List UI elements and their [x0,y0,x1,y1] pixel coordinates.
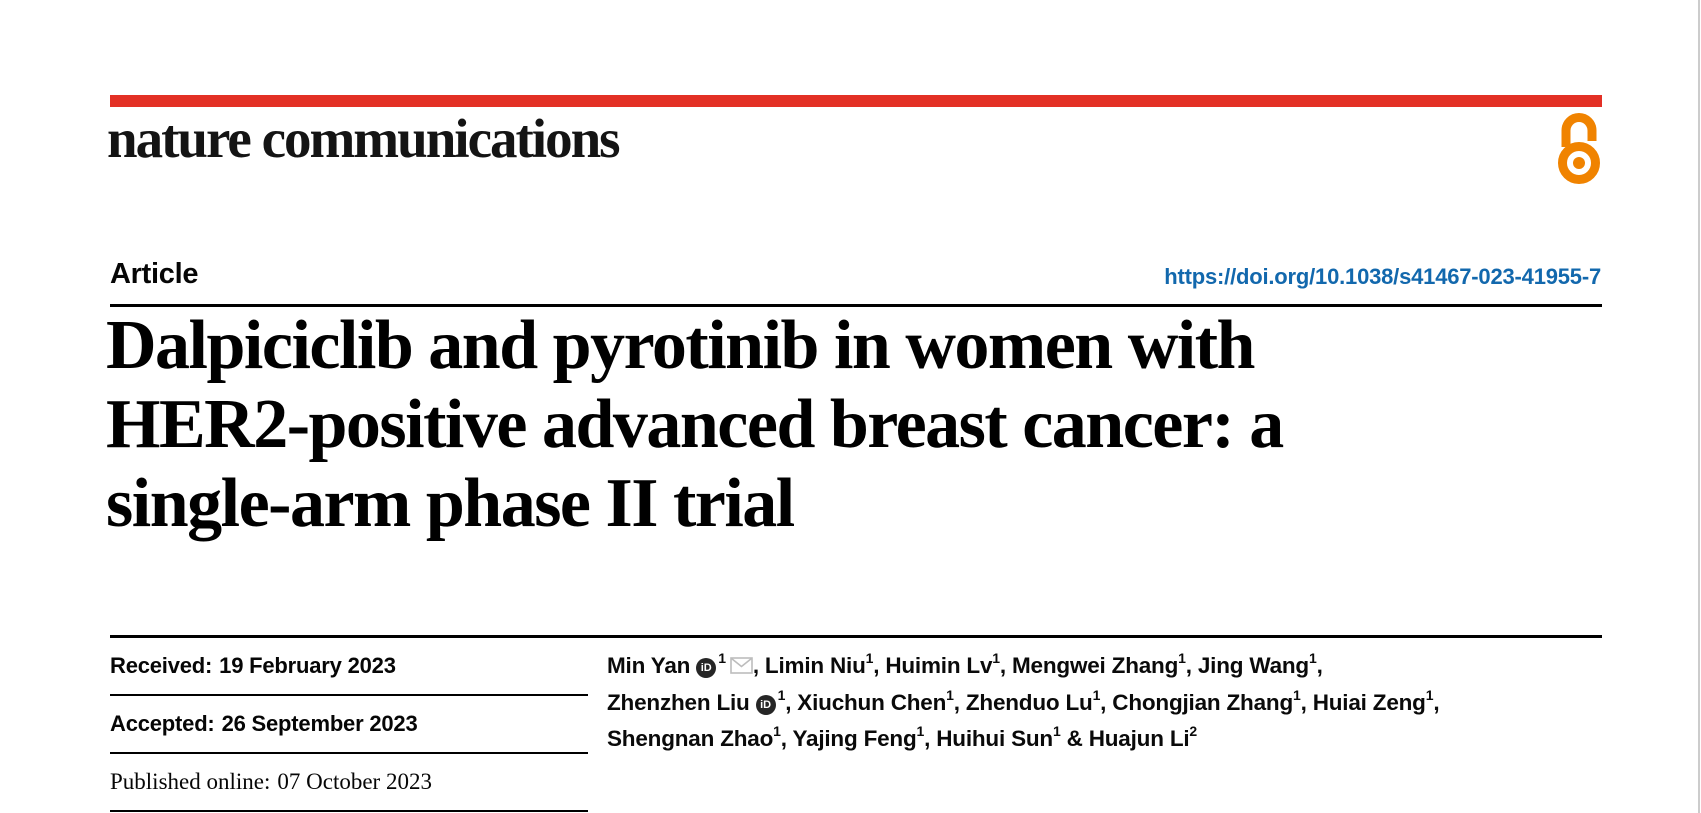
affiliation-superscript: 2 [1189,722,1198,739]
author-line: Shengnan Zhao1, Yajing Feng1, Huihui Sun… [607,721,1607,757]
date-row: Received: 19 February 2023 [110,638,588,696]
author-separator: , [873,653,886,678]
header-rule [110,304,1602,307]
date-row: Accepted: 26 September 2023 [110,696,588,754]
date-value: 26 September 2023 [221,711,418,736]
author-name: Min Yan [607,653,691,678]
author-separator: , [999,653,1012,678]
author-separator: , [1300,690,1313,715]
orcid-icon[interactable]: iD [755,695,776,715]
open-access-icon [1556,110,1602,189]
affiliation-superscript: 1 [1092,686,1101,703]
author-separator: , [1185,653,1198,678]
author-separator: , [953,690,966,715]
author-separator: , [1316,653,1323,678]
date-label: Received: [110,653,213,678]
email-envelope-icon[interactable] [730,649,753,685]
date-value: 07 October 2023 [277,769,432,794]
dates-column: Received: 19 February 2023 Accepted: 26 Sep… [110,638,588,812]
author-separator: , [785,690,798,715]
article-title: Dalpiciclib and pyrotinib in women with … [106,306,1566,543]
affiliation-superscript: 1 [865,649,874,666]
author-name: Huimin Lv [885,653,993,678]
affiliation-superscript: 1 [777,686,786,703]
affiliation-superscript: 1 [916,722,925,739]
title-line: HER2-positive advanced breast cancer: a [106,386,1284,463]
authors-block: Min Yan iD1, Limin Niu1, Huimin Lv1, Meng… [607,648,1607,757]
title-line: single-arm phase II trial [106,465,795,542]
author-name: Jing Wang [1197,653,1309,678]
author-separator: , [1433,690,1440,715]
journal-logotype: nature communications [107,108,621,169]
author-name: Zhenzhen Liu [607,690,750,715]
article-type-label: Article [110,258,199,290]
author-name: Chongjian Zhang [1112,690,1294,715]
author-name: Huajun Li [1088,726,1190,751]
author-name: Yajing Feng [792,726,917,751]
orcid-icon[interactable]: iD [696,658,717,678]
doi-link[interactable]: https://doi.org/10.1038/s41467-023-41955… [1164,264,1601,289]
author-name: Xiuchun Chen [797,690,947,715]
brand-red-bar [110,95,1602,107]
title-line: Dalpiciclib and pyrotinib in women with [106,307,1255,384]
date-value: 19 February 2023 [219,653,396,678]
author-name: Mengwei Zhang [1012,653,1179,678]
author-separator: , [924,726,937,751]
affiliation-superscript: 1 [718,649,726,666]
author-separator: , [752,653,765,678]
author-name: Zhenduo Lu [965,690,1093,715]
author-separator: & [1060,726,1089,751]
affiliation-superscript: 1 [1178,649,1186,666]
author-separator: , [1100,690,1113,715]
affiliation-superscript: 1 [1425,686,1434,703]
date-label: Published online: [110,769,271,794]
affiliation-superscript: 1 [1308,649,1317,666]
affiliation-superscript: 1 [1293,686,1301,703]
author-line: Min Yan iD1, Limin Niu1, Huimin Lv1, Meng… [607,648,1607,685]
affiliation-superscript: 1 [773,722,781,739]
affiliation-superscript: 1 [1052,722,1061,739]
date-label: Accepted: [110,711,215,736]
author-name: Huiai Zeng [1312,690,1426,715]
author-name: Limin Niu [764,653,866,678]
page-right-edge [1698,0,1700,813]
author-separator: , [780,726,793,751]
affiliation-superscript: 1 [992,649,1000,666]
author-line: Zhenzhen Liu iD1, Xiuchun Chen1, Zhenduo … [607,685,1607,721]
affiliation-superscript: 1 [946,686,954,703]
author-name: Shengnan Zhao [607,726,774,751]
date-row: Published online: 07 October 2023 [110,754,588,812]
meta-top-rule [110,635,1602,638]
author-name: Huihui Sun [936,726,1053,751]
